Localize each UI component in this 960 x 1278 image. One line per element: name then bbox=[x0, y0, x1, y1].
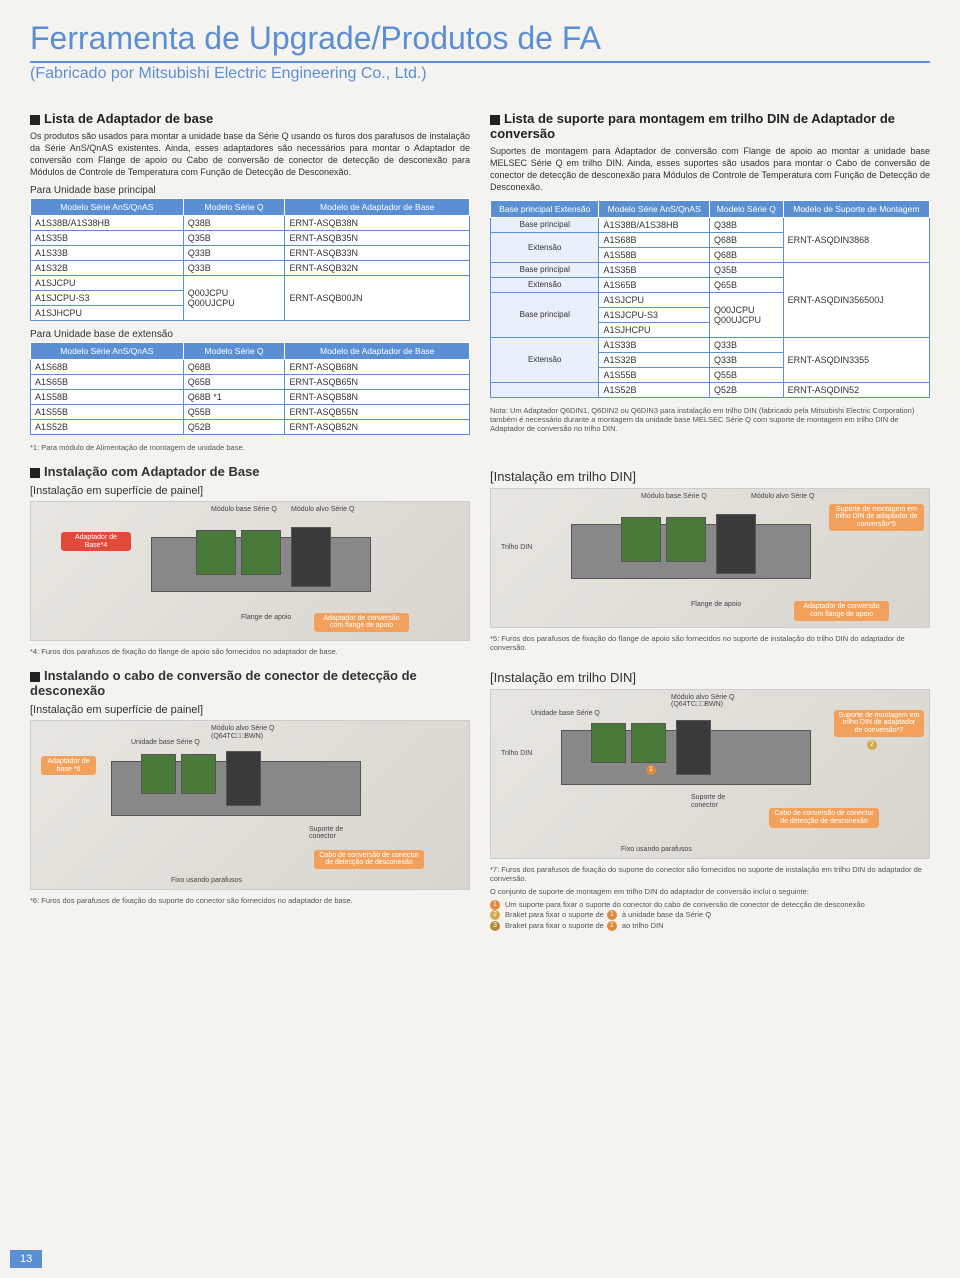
callout-sup-r2: Suporte de montagem em trilho DIN de ada… bbox=[834, 710, 924, 737]
label-fixo-r: Fixo usando parafusos bbox=[621, 846, 692, 854]
left-column: Lista de Adaptador de base Os produtos s… bbox=[30, 103, 470, 931]
label-flange: Flange de apoio bbox=[241, 614, 291, 622]
foot1: Um suporte para fixar o suporte do conec… bbox=[505, 900, 865, 911]
diagram-panel-cable: Módulo alvo Série Q (Q64TC□□BWN) Unidade… bbox=[30, 720, 470, 890]
table2-note: *1: Para módulo de Alimentação de montag… bbox=[30, 443, 470, 452]
note6: *6: Furos dos parafusos de fixação do su… bbox=[30, 896, 470, 905]
page-subtitle: (Fabricado por Mitsubishi Electric Engin… bbox=[30, 65, 930, 83]
callout-sup-r: Suporte de montagem em trilho DIN de ada… bbox=[829, 504, 924, 531]
callout-conv-r: Adaptador de conversão com flange de apo… bbox=[794, 601, 889, 620]
right-intro: Suportes de montagem para Adaptador de c… bbox=[490, 145, 930, 194]
label-modbase: Módulo base Série Q bbox=[211, 506, 277, 514]
page-number: 13 bbox=[10, 1250, 42, 1268]
label-unidade: Unidade base Série Q bbox=[131, 739, 200, 747]
right-section-heading: Lista de suporte para montagem em trilho… bbox=[490, 111, 930, 141]
footnote-list: 1 Um suporte para fixar o suporte do cone… bbox=[490, 900, 930, 932]
callout-cabo: Cabo de conversão de conector de detecçã… bbox=[314, 850, 424, 869]
foot3a: Braket para fixar o suporte de bbox=[505, 921, 604, 932]
diagram-din-base: Módulo base Série Q Módulo alvo Série Q … bbox=[490, 488, 930, 628]
label-modalvo-r2: Módulo alvo Série Q (Q64TC□□BWN) bbox=[671, 694, 761, 709]
label-trilho: Trilho DIN bbox=[501, 544, 532, 552]
label-suporte-r: Suporte de conector bbox=[691, 794, 741, 809]
foot2a: Braket para fixar o suporte de bbox=[505, 910, 604, 921]
right-column: Lista de suporte para montagem em trilho… bbox=[490, 103, 930, 931]
label-modalvo-r: Módulo alvo Série Q bbox=[751, 493, 814, 501]
install-base-heading: Instalação com Adaptador de Base bbox=[30, 464, 470, 479]
table2-subhead: Para Unidade base de extensão bbox=[30, 329, 470, 340]
left-section-heading: Lista de Adaptador de base bbox=[30, 111, 470, 126]
callout-adapt2: Adaptador de base *6 bbox=[41, 756, 96, 775]
label-modalvo2: Módulo alvo Série Q (Q64TC□□BWN) bbox=[211, 725, 301, 740]
badge-3: 3 bbox=[490, 921, 500, 931]
install-panel-sub: [Instalação em superfície de painel] bbox=[30, 485, 470, 497]
footnote-heading: O conjunto de suporte de montagem em tri… bbox=[490, 887, 930, 896]
table-din: Base principal ExtensãoModelo Série AnS/… bbox=[490, 200, 930, 398]
install-cable-sub: [Instalação em superfície de painel] bbox=[30, 704, 470, 716]
badge-2: 2 bbox=[490, 910, 500, 920]
callout-adapt: Adaptador de Base*4 bbox=[61, 532, 131, 551]
label-trilho-r2: Trilho DIN bbox=[501, 750, 532, 758]
page-title: Ferramenta de Upgrade/Produtos de FA bbox=[30, 20, 930, 63]
install-din-sub: [Instalação em trilho DIN] bbox=[490, 469, 930, 484]
note7: *7: Furos dos parafusos de fixação do su… bbox=[490, 865, 930, 883]
diagram-panel-base: Módulo base Série Q Módulo alvo Série Q … bbox=[30, 501, 470, 641]
install-din-cable-sub: [Instalação em trilho DIN] bbox=[490, 670, 930, 685]
note4: *4: Furos dos parafusos de fixação do fl… bbox=[30, 647, 470, 656]
label-modbase-r: Módulo base Série Q bbox=[641, 493, 707, 501]
left-intro: Os produtos são usados para montar a uni… bbox=[30, 130, 470, 179]
callout-cabo-r: Cabo de conversão de conector de detecçã… bbox=[769, 808, 879, 827]
foot3b: ao trilho DIN bbox=[622, 921, 664, 932]
diagram-din-cable: Módulo alvo Série Q (Q64TC□□BWN) Unidade… bbox=[490, 689, 930, 859]
install-cable-heading: Instalando o cabo de conversão de conect… bbox=[30, 668, 470, 698]
badge-1: 1 bbox=[490, 900, 500, 910]
label-modalvo: Módulo alvo Série Q bbox=[291, 506, 354, 514]
label-unidade-r: Unidade base Série Q bbox=[531, 710, 600, 718]
label-suporte: Suporte de conector bbox=[309, 826, 359, 841]
table-principal: Modelo Série AnS/QnASModelo Série QModel… bbox=[30, 198, 470, 321]
table1-subhead: Para Unidade base principal bbox=[30, 185, 470, 196]
table-extensao: Modelo Série AnS/QnASModelo Série QModel… bbox=[30, 342, 470, 435]
table3-note: Nota: Um Adaptador Q6DIN1, Q6DIN2 ou Q6D… bbox=[490, 406, 930, 433]
foot2b: à unidade base da Série Q bbox=[622, 910, 711, 921]
note5: *5: Furos dos parafusos de fixação do fl… bbox=[490, 634, 930, 652]
label-fixo: Fixo usando parafusos bbox=[171, 877, 242, 885]
callout-conv: Adaptador de conversão com flange de apo… bbox=[314, 613, 409, 632]
label-flange-r: Flange de apoio bbox=[691, 601, 741, 609]
